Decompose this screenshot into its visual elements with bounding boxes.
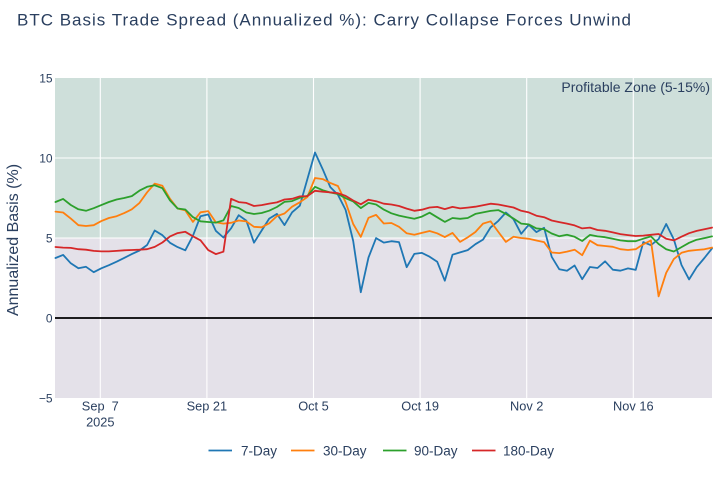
svg-text:180-Day: 180-Day [503, 444, 554, 459]
svg-text:Annualized Basis (%): Annualized Basis (%) [5, 164, 22, 316]
svg-text:Nov 2: Nov 2 [510, 399, 543, 414]
svg-text:BTC Basis Trade Spread (Annual: BTC Basis Trade Spread (Annualized %): C… [17, 11, 632, 30]
svg-text:10: 10 [39, 151, 53, 165]
svg-text:Profitable Zone (5-15%): Profitable Zone (5-15%) [561, 79, 710, 95]
svg-text:30-Day: 30-Day [323, 444, 367, 459]
svg-text:Oct 5: Oct 5 [298, 399, 329, 414]
svg-text:0: 0 [46, 311, 53, 325]
svg-text:Oct 19: Oct 19 [401, 399, 439, 414]
svg-text:−5: −5 [39, 391, 53, 405]
svg-text:Sep 21: Sep 21 [187, 399, 228, 414]
svg-text:Nov 16: Nov 16 [613, 399, 654, 414]
svg-text:Sep 7: Sep 7 [82, 399, 119, 414]
svg-text:7-Day: 7-Day [241, 444, 277, 459]
svg-text:5: 5 [46, 231, 53, 245]
svg-text:15: 15 [39, 71, 53, 85]
svg-text:90-Day: 90-Day [414, 444, 458, 459]
svg-text:2025: 2025 [86, 415, 114, 430]
